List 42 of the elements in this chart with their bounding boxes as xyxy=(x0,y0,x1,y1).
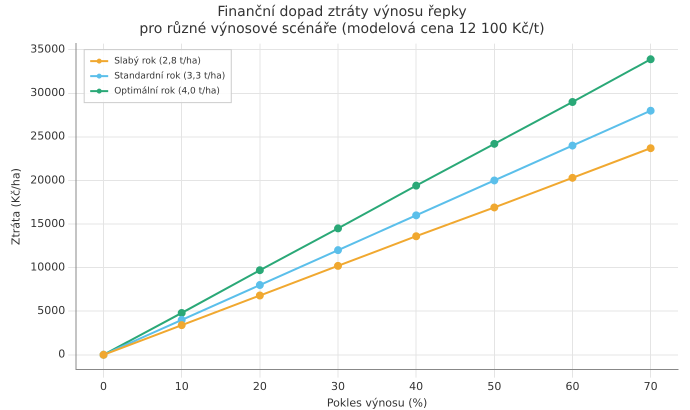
y-tick-label: 0 xyxy=(58,348,66,361)
y-axis-title: Ztráta (Kč/ha) xyxy=(9,168,22,246)
y-tick-label: 25000 xyxy=(30,130,66,143)
point xyxy=(490,140,498,148)
x-tick-label: 20 xyxy=(252,380,267,394)
y-tick-label: 35000 xyxy=(30,42,66,56)
point xyxy=(568,174,576,182)
point xyxy=(334,224,342,232)
x-tick-label: 40 xyxy=(409,380,424,394)
point xyxy=(334,262,342,270)
y-tick-label: 15000 xyxy=(30,216,66,230)
x-tick-label: 70 xyxy=(644,380,658,394)
x-axis-title: Pokles výnosu (%) xyxy=(326,396,428,410)
point xyxy=(412,182,420,190)
point xyxy=(646,106,655,115)
x-tick-label: 0 xyxy=(100,380,108,394)
legend-label: Slabý rok (2,8 t/ha) xyxy=(114,55,201,66)
x-tick-label: 50 xyxy=(487,380,502,394)
point xyxy=(490,176,498,184)
x-tick-label: 60 xyxy=(565,380,580,394)
point xyxy=(568,98,576,106)
point xyxy=(256,266,264,274)
y-tick-label: 5000 xyxy=(37,304,66,318)
point xyxy=(568,142,576,150)
point xyxy=(646,144,655,152)
y-tick-label: 10000 xyxy=(30,260,66,274)
legend-label: Optimální rok (4,0 t/ha) xyxy=(114,85,220,96)
point xyxy=(412,211,420,220)
point xyxy=(412,232,420,240)
point xyxy=(256,281,264,290)
y-tick-label: 30000 xyxy=(30,86,66,100)
point xyxy=(178,308,186,317)
point xyxy=(178,321,186,330)
y-tick-label: 20000 xyxy=(30,173,66,186)
x-tick-label: 30 xyxy=(331,380,346,394)
x-tick-label: 10 xyxy=(174,380,189,394)
point xyxy=(646,55,655,64)
chart-title: Finanční dopad ztráty výnosu řepky pro různé výnosové scénáře (modelová cena 12 100 Kč/t) xyxy=(139,4,545,37)
legend-label: Standardní rok (3,3 t/ha) xyxy=(114,70,226,82)
point xyxy=(334,246,342,254)
point xyxy=(256,292,264,300)
point xyxy=(490,203,498,212)
